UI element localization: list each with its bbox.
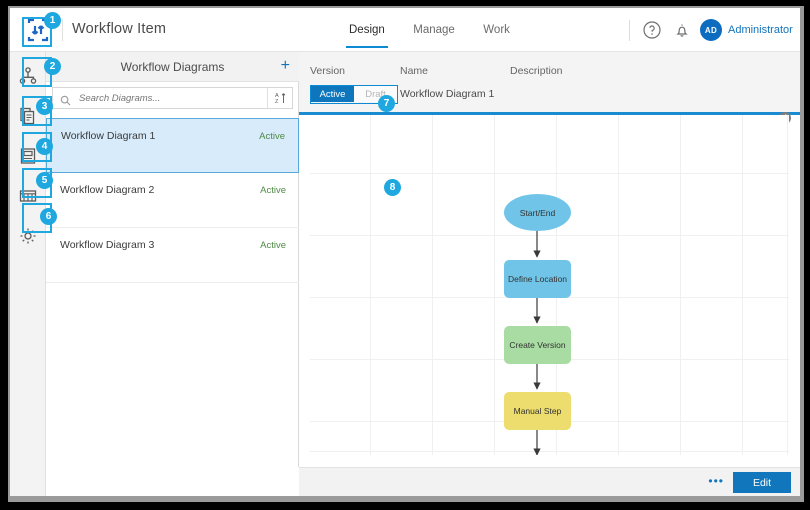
- version-active-button[interactable]: Active: [311, 86, 354, 102]
- main-nav: Design Manage Work: [337, 8, 522, 52]
- column-header-name: Name: [400, 65, 429, 77]
- list-item-name: Workflow Diagram 2: [60, 184, 155, 196]
- callout-2: 2: [44, 58, 61, 75]
- panel-title: Workflow Diagrams: [120, 60, 225, 74]
- panel-footer-spacer: [46, 467, 299, 496]
- status-badge: Active: [260, 185, 286, 196]
- app-header: Workflow Item Design Manage Work: [10, 8, 800, 52]
- svg-text:Z: Z: [275, 99, 279, 105]
- search-icon: [60, 93, 71, 111]
- callout-3: 3: [36, 98, 53, 115]
- list-item[interactable]: Workflow Diagram 2 Active: [46, 173, 299, 228]
- panel-header: Workflow Diagrams +: [46, 52, 299, 82]
- callout-4: 4: [36, 138, 53, 155]
- svg-text:A: A: [275, 93, 279, 99]
- sidebar-item-settings[interactable]: [17, 225, 39, 247]
- more-options-button[interactable]: •••: [708, 474, 724, 488]
- diagram-list: Workflow Diagram 1 Active Workflow Diagr…: [46, 118, 299, 283]
- meta-bar: Version Name Description Active Draft Wo…: [299, 52, 800, 112]
- page-title: Workflow Item: [72, 21, 167, 37]
- list-item-name: Workflow Diagram 3: [60, 239, 155, 251]
- list-item[interactable]: Workflow Diagram 1 Active: [46, 118, 299, 173]
- application-window: Workflow Item Design Manage Work: [10, 8, 800, 496]
- flow-node-create-version[interactable]: Create Version: [504, 326, 571, 364]
- callout-5: 5: [36, 172, 53, 189]
- tab-design[interactable]: Design: [337, 8, 397, 52]
- callout-8: 8: [384, 179, 401, 196]
- diagram-canvas[interactable]: Start/End Define Location Create Version…: [310, 115, 789, 455]
- status-badge: Active: [259, 131, 285, 142]
- callout-7: 7: [378, 95, 395, 112]
- bell-icon[interactable]: [672, 20, 692, 40]
- diagrams-panel: Workflow Diagrams + A Z: [46, 52, 299, 496]
- tab-manage[interactable]: Manage: [413, 24, 455, 36]
- footer-bar: ••• Edit: [299, 467, 800, 496]
- flow-node-manual-step[interactable]: Manual Step: [504, 392, 571, 430]
- section-divider: [299, 112, 800, 115]
- callout-1: 1: [44, 12, 61, 29]
- flow-node-start[interactable]: Start/End: [504, 194, 571, 231]
- search-input[interactable]: [79, 88, 259, 108]
- tab-work[interactable]: Work: [483, 24, 510, 36]
- question-circle-icon[interactable]: [642, 20, 662, 40]
- flow-node-define-location[interactable]: Define Location: [504, 260, 571, 298]
- search-bar: A Z: [52, 87, 293, 109]
- user-name[interactable]: Administrator: [728, 24, 793, 36]
- status-badge: Active: [260, 240, 286, 251]
- sidebar-item-diagrams[interactable]: [17, 65, 39, 87]
- add-diagram-button[interactable]: +: [280, 57, 290, 74]
- avatar[interactable]: AD: [700, 19, 722, 41]
- column-header-version: Version: [310, 65, 346, 77]
- list-item[interactable]: Workflow Diagram 3 Active: [46, 228, 299, 283]
- sidebar-item-tables[interactable]: [17, 185, 39, 207]
- sort-az-icon[interactable]: A Z: [267, 88, 292, 108]
- callout-6: 6: [40, 208, 57, 225]
- header-right-divider: [629, 20, 630, 41]
- sidebar-item-templates[interactable]: [17, 105, 39, 127]
- edit-button[interactable]: Edit: [733, 472, 791, 493]
- diagram-name-value: Workflow Diagram 1: [400, 88, 495, 100]
- list-item-name: Workflow Diagram 1: [61, 130, 156, 142]
- main-content: Version Name Description Active Draft Wo…: [299, 52, 800, 496]
- header-divider: [62, 19, 63, 41]
- icon-rail: [10, 52, 46, 496]
- column-header-description: Description: [510, 65, 563, 77]
